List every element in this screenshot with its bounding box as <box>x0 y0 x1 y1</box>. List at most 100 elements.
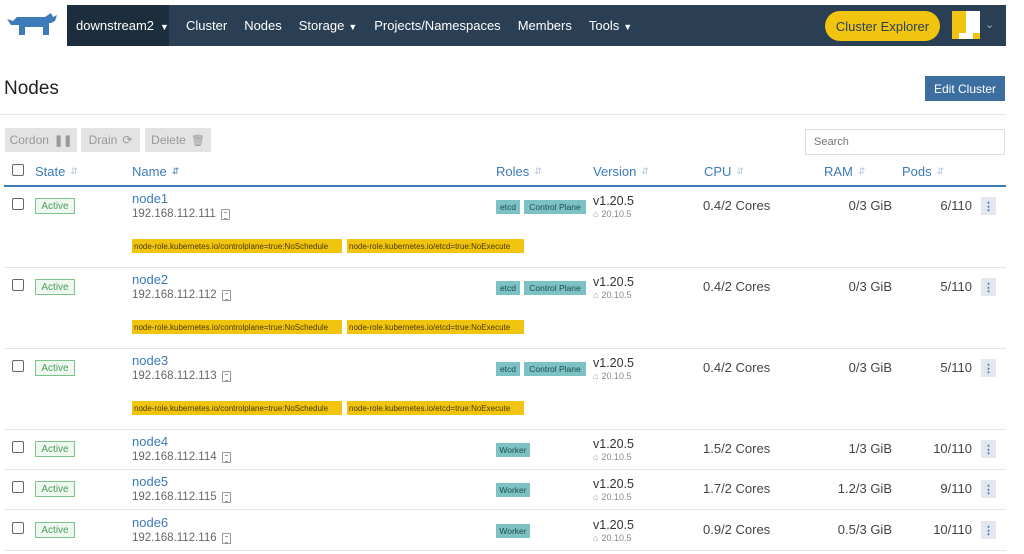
nav-item-projects[interactable]: Projects/Namespaces <box>374 18 500 33</box>
docker-version-text: 20.10.5 <box>601 290 632 300</box>
select-all-checkbox[interactable] <box>12 164 24 176</box>
role-tag: etcd <box>496 200 520 214</box>
cordon-label: Cordon <box>9 133 49 147</box>
delete-button[interactable]: Delete 🗑 <box>145 128 211 152</box>
row-actions-button[interactable]: ⋮ <box>981 359 996 377</box>
node-name-link[interactable]: node2 <box>132 272 169 287</box>
taint-tag: node-role.kubernetes.io/etcd=true:NoExec… <box>347 239 524 253</box>
node-ip-text: 192.168.112.111 <box>132 208 216 220</box>
pods-count: 10/110 <box>933 441 972 456</box>
sort-icon: ⇵ <box>641 166 649 176</box>
nav-item-label: Nodes <box>244 18 282 33</box>
node-name-link[interactable]: node5 <box>132 474 169 489</box>
row-divider <box>4 348 1006 349</box>
column-header-name[interactable]: Name ⇵ <box>132 164 179 179</box>
main-nav: downstream2 ▼ Cluster Nodes Storage ▼ Pro… <box>67 5 1006 46</box>
chevron-down-icon[interactable]: ⌄ <box>985 19 995 31</box>
docker-version-text: 20.10.5 <box>601 452 632 462</box>
cpu-usage: 0.9/2 Cores <box>703 522 771 537</box>
node-ip-text: 192.168.112.113 <box>132 370 217 382</box>
nav-item-cluster[interactable]: Cluster <box>186 18 227 33</box>
kubernetes-version: v1.20.5 <box>593 518 635 532</box>
row-divider <box>4 469 1006 470</box>
pods-count: 5/110 <box>940 360 972 375</box>
row-actions-button[interactable]: ⋮ <box>981 278 996 296</box>
status-badge: Active <box>35 522 75 538</box>
row-checkbox[interactable] <box>12 522 24 534</box>
docker-version-text: 20.10.5 <box>601 533 632 543</box>
row-checkbox[interactable] <box>12 441 24 453</box>
kubernetes-version: v1.20.5 <box>593 356 635 370</box>
pause-icon: ❚❚ <box>53 134 73 147</box>
cluster-explorer-button[interactable]: Cluster Explorer <box>825 11 940 41</box>
nav-item-label: Members <box>517 18 572 33</box>
column-label: State <box>35 164 66 179</box>
status-badge: Active <box>35 441 75 457</box>
column-header-state[interactable]: State ⇵ <box>35 164 78 179</box>
row-divider <box>4 267 1006 268</box>
row-actions-button[interactable]: ⋮ <box>981 197 996 215</box>
row-checkbox[interactable] <box>12 279 24 291</box>
nav-item-label: Tools <box>588 18 620 33</box>
docker-version-text: 20.10.5 <box>601 371 632 381</box>
pods-count: 5/110 <box>940 279 972 294</box>
cluster-selector[interactable]: downstream2 ▼ <box>67 5 169 46</box>
docker-version: ⌂ 20.10.5 <box>593 452 631 462</box>
drain-button[interactable]: Drain ⟳ <box>81 128 140 152</box>
node-name-link[interactable]: node4 <box>132 434 169 449</box>
rancher-logo[interactable] <box>0 0 64 49</box>
node-name-link[interactable]: node1 <box>132 191 169 206</box>
column-label: RAM <box>824 164 853 179</box>
copy-icon[interactable] <box>221 289 231 301</box>
nav-item-label: Projects/Namespaces <box>374 18 501 33</box>
row-actions-button[interactable]: ⋮ <box>981 440 996 458</box>
docker-icon: ⌂ <box>593 371 599 381</box>
node-name-link[interactable]: node3 <box>132 353 169 368</box>
copy-icon[interactable] <box>221 370 231 382</box>
copy-icon[interactable] <box>221 451 231 463</box>
role-tag: Control Plane <box>524 200 586 214</box>
copy-icon[interactable] <box>220 208 230 220</box>
column-label: Roles <box>496 164 530 179</box>
row-checkbox[interactable] <box>12 360 24 372</box>
ram-usage: 0/3 GiB <box>848 279 892 294</box>
nav-item-label: Storage <box>298 18 345 33</box>
taint-tag: node-role.kubernetes.io/controlplane=tru… <box>132 239 342 253</box>
row-actions-button[interactable]: ⋮ <box>981 480 996 498</box>
nav-item-members[interactable]: Members <box>518 18 572 33</box>
row-checkbox[interactable] <box>12 198 24 210</box>
copy-icon[interactable] <box>221 491 231 503</box>
nav-item-tools[interactable]: Tools ▼ <box>589 18 632 33</box>
column-header-cpu[interactable]: CPU ⇵ <box>704 164 744 179</box>
column-header-pods[interactable]: Pods ⇵ <box>902 164 944 179</box>
row-actions-button[interactable]: ⋮ <box>981 521 996 539</box>
node-ip: 192.168.112.112 <box>132 289 231 301</box>
column-header-ram[interactable]: RAM ⇵ <box>824 164 865 179</box>
avatar[interactable] <box>952 11 980 39</box>
column-label: CPU <box>704 164 732 179</box>
cordon-button[interactable]: Cordon ❚❚ <box>5 128 77 152</box>
rancher-logo-icon <box>7 12 57 35</box>
page-title: Nodes <box>4 78 59 99</box>
nav-item-storage[interactable]: Storage ▼ <box>299 18 357 33</box>
nav-item-nodes[interactable]: Nodes <box>244 18 282 33</box>
ram-usage: 0/3 GiB <box>848 360 892 375</box>
copy-icon[interactable] <box>221 532 231 544</box>
status-badge: Active <box>35 279 75 295</box>
column-header-roles[interactable]: Roles ⇵ <box>496 164 542 179</box>
chevron-down-icon: ▼ <box>348 21 358 32</box>
edit-cluster-button[interactable]: Edit Cluster <box>925 76 1005 101</box>
node-ip: 192.168.112.116 <box>132 532 231 544</box>
chevron-down-icon: ▼ <box>160 21 169 32</box>
role-tag: Worker <box>496 483 530 497</box>
row-checkbox[interactable] <box>12 481 24 493</box>
docker-version-text: 20.10.5 <box>601 209 632 219</box>
role-tag: etcd <box>496 362 520 376</box>
column-header-version[interactable]: Version ⇵ <box>593 164 649 179</box>
node-name-link[interactable]: node6 <box>132 515 169 530</box>
taint-tag: node-role.kubernetes.io/controlplane=tru… <box>132 401 342 415</box>
refresh-icon: ⟳ <box>122 133 133 147</box>
docker-version: ⌂ 20.10.5 <box>593 371 631 381</box>
docker-version-text: 20.10.5 <box>601 492 632 502</box>
search-input[interactable] <box>805 129 1005 155</box>
